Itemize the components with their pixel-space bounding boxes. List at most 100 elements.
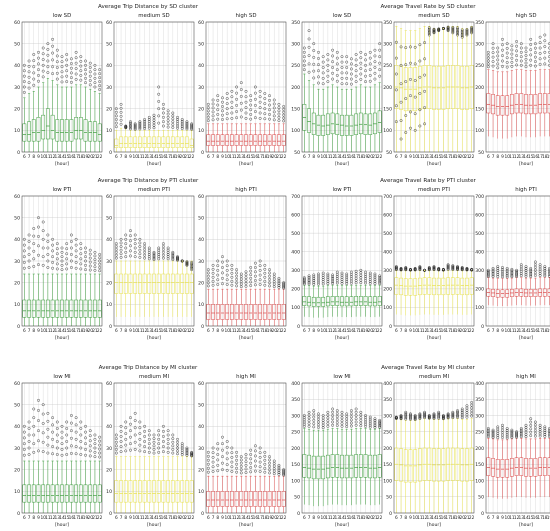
outlier-point [491,55,495,59]
outlier-point [404,63,408,67]
box [41,114,46,140]
outlier-point [486,435,490,439]
outlier-point [345,66,349,69]
outlier-point [470,31,474,35]
outlier-point [446,27,450,30]
outlier-point [272,459,276,463]
outlier-point [27,240,31,243]
box [156,273,161,294]
outlier-point [46,266,50,269]
box [114,480,119,503]
outlier-point [331,407,334,411]
x-tick-label: 9 [37,515,40,521]
outlier-point [51,72,54,76]
x-tick-label: 9 [409,515,412,521]
outlier-point [37,79,40,83]
outlier-point [27,259,31,263]
outlier-point [515,433,518,437]
box [225,491,230,507]
outlier-point [185,262,189,266]
x-tick-label: 9 [221,328,224,334]
box [36,299,41,318]
x-tick-label: 10 [40,154,46,160]
outlier-point [326,282,330,285]
outlier-point [41,63,45,67]
x-tick-label: 17 [445,515,451,521]
outlier-point [98,266,102,269]
outlier-point [364,424,367,428]
outlier-point [143,125,146,129]
outlier-point [244,456,248,460]
outlier-point [37,263,40,267]
outlier-point [331,278,334,282]
outlier-point [157,446,161,450]
outlier-point [133,242,137,246]
outlier-point [22,74,26,78]
outlier-point [221,96,224,100]
box [272,134,277,146]
outlier-point [239,108,243,112]
outlier-point [268,271,271,275]
outlier-point [268,108,271,112]
outlier-point [46,53,50,57]
x-tick-label: 17 [445,154,451,160]
outlier-point [41,46,45,50]
outlier-point [409,412,412,416]
x-tick-label: 13 [239,515,245,521]
outlier-point [32,416,36,420]
outlier-point [263,454,267,458]
box [189,273,194,294]
outlier-point [524,50,528,54]
box [78,299,83,318]
outlier-point [413,415,417,419]
outlier-point [326,278,330,282]
outlier-point [399,45,403,49]
outlier-point [486,268,490,272]
box [142,273,147,294]
outlier-point [180,125,184,129]
y-tick-label: 0 [389,511,392,517]
x-tick-label: 20 [88,515,94,521]
x-tick-label: 13 [147,515,153,521]
outlier-point [22,436,26,440]
outlier-point [335,409,339,413]
outlier-point [119,245,123,248]
outlier-point [138,420,142,424]
outlier-point [27,253,31,256]
box [505,95,510,116]
outlier-point [147,429,151,433]
outlier-point [41,440,45,444]
outlier-point [162,245,165,248]
outlier-point [505,267,509,270]
outlier-point [55,247,59,251]
outlier-point [249,113,253,116]
x-tick-label: 15 [64,515,70,521]
outlier-point [534,431,537,435]
outlier-point [206,278,210,281]
box [88,299,93,318]
outlier-point [185,263,189,267]
outlier-point [176,452,179,456]
x-tick-label: 22 [377,154,383,160]
outlier-point [176,449,179,453]
outlier-point [129,244,132,248]
outlier-point [65,267,69,271]
outlier-point [166,125,170,129]
y-tick-label: 0 [17,511,20,517]
box [524,458,528,477]
outlier-point [368,421,372,425]
x-tick-label: 6 [303,515,306,521]
outlier-point [519,59,523,63]
outlier-point [235,110,238,113]
outlier-point [22,85,26,89]
x-tick-label: 8 [312,328,315,334]
outlier-point [394,120,398,124]
outlier-point [84,63,87,67]
box [239,491,244,507]
outlier-point [350,67,353,71]
x-tick-label: 19 [175,154,181,160]
outlier-point [340,424,344,428]
y-tick-label: 100 [475,478,484,484]
outlier-point [312,280,316,284]
